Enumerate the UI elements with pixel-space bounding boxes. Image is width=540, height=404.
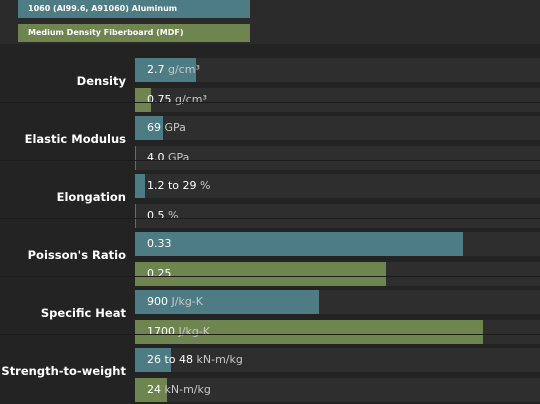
row-separator	[0, 102, 540, 103]
value-unit: GPa	[164, 151, 190, 164]
bar-track	[135, 348, 540, 372]
bar-specific-heat-aluminum[interactable]	[135, 290, 319, 314]
value-number: 900	[147, 295, 168, 308]
value-unit: %	[164, 209, 179, 222]
value-unit: kN-m/kg	[161, 383, 211, 396]
value-number: 0.33	[147, 237, 172, 250]
value-number: 4.0	[147, 151, 165, 164]
property-label-specific-heat: Specific Heat	[40, 306, 126, 320]
bar-track	[135, 116, 540, 140]
bar-elastic-modulus-aluminum[interactable]	[135, 116, 163, 140]
value-label: 69 GPa	[147, 116, 186, 140]
bar-elastic-modulus-mdf[interactable]	[135, 146, 136, 170]
value-unit: %	[196, 179, 211, 192]
bar-poisson-s-ratio-mdf[interactable]	[135, 262, 386, 286]
bar-elongation-mdf[interactable]	[135, 204, 136, 228]
value-number: 24	[147, 383, 161, 396]
value-number: 26 to 48	[147, 353, 194, 366]
row-separator	[0, 160, 540, 161]
row-separator	[0, 334, 540, 335]
bar-track	[135, 174, 540, 198]
bar-strength-to-weight-mdf[interactable]	[135, 378, 167, 402]
value-number: 2.7	[147, 63, 165, 76]
legend-entry-aluminum[interactable]: 1060 (Al99.6, A91060) Aluminum	[18, 0, 250, 18]
property-label-density: Density	[76, 74, 126, 88]
value-label: 26 to 48 kN-m/kg	[147, 348, 243, 372]
bar-track	[135, 88, 540, 112]
row-separator	[0, 276, 540, 277]
bar-density-aluminum[interactable]	[135, 58, 196, 82]
value-label: 0.75 g/cm³	[147, 88, 207, 112]
legend-entry-mdf[interactable]: Medium Density Fiberboard (MDF)	[18, 24, 250, 42]
property-label-poisson-s-ratio: Poisson's Ratio	[27, 248, 126, 262]
bar-elongation-aluminum[interactable]	[135, 174, 145, 198]
bar-specific-heat-mdf[interactable]	[135, 320, 483, 344]
bar-track	[135, 378, 540, 402]
value-label: 0.5 %	[147, 204, 178, 228]
value-number: 0.75	[147, 93, 172, 106]
value-unit: J/kg-K	[168, 295, 203, 308]
value-number: 0.5	[147, 209, 165, 222]
value-number: 0.25	[147, 267, 172, 280]
value-number: 1.2 to 29	[147, 179, 197, 192]
property-label-elastic-modulus: Elastic Modulus	[24, 132, 126, 146]
property-label-strength-to-weight: Strength-to-weight	[1, 364, 126, 378]
value-label: 0.25	[147, 262, 172, 286]
value-unit: kN-m/kg	[193, 353, 243, 366]
value-label: 2.7 g/cm³	[147, 58, 200, 82]
row-separator	[0, 218, 540, 219]
bar-track	[135, 146, 540, 170]
value-label: 900 J/kg-K	[147, 290, 203, 314]
value-label: 1700 J/kg-K	[147, 320, 210, 344]
property-label-elongation: Elongation	[56, 190, 126, 204]
value-unit: g/cm³	[171, 93, 207, 106]
value-label: 24 kN-m/kg	[147, 378, 211, 402]
value-number: 69	[147, 121, 161, 134]
value-unit: g/cm³	[164, 63, 200, 76]
legend-area: 1060 (Al99.6, A91060) Aluminum Medium De…	[0, 0, 540, 44]
bar-strength-to-weight-aluminum[interactable]	[135, 348, 171, 372]
value-label: 4.0 GPa	[147, 146, 189, 170]
bar-track	[135, 58, 540, 82]
value-unit: J/kg-K	[175, 325, 210, 338]
value-label: 0.33	[147, 232, 172, 256]
value-unit: GPa	[161, 121, 186, 134]
bar-track	[135, 204, 540, 228]
bar-density-mdf[interactable]	[135, 88, 151, 112]
bar-poisson-s-ratio-aluminum[interactable]	[135, 232, 463, 256]
value-label: 1.2 to 29 %	[147, 174, 210, 198]
comparison-bar-chart: Density 2.7 g/cm³ 0.75 g/cm³ Elastic Modulu…	[0, 44, 540, 404]
value-number: 1700	[147, 325, 175, 338]
